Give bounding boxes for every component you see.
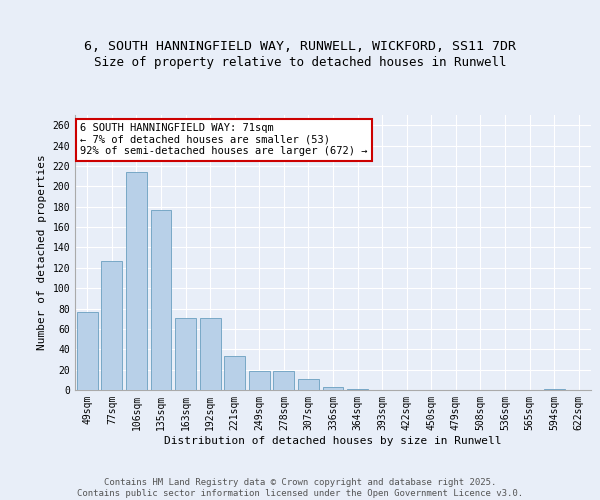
Bar <box>544 389 565 390</box>
Text: 6, SOUTH HANNINGFIELD WAY, RUNWELL, WICKFORD, SS11 7DR: 6, SOUTH HANNINGFIELD WAY, RUNWELL, WICK… <box>84 40 516 52</box>
Text: Contains HM Land Registry data © Crown copyright and database right 2025.
Contai: Contains HM Land Registry data © Crown c… <box>77 478 523 498</box>
Bar <box>323 387 343 390</box>
Text: 6 SOUTH HANNINGFIELD WAY: 71sqm
← 7% of detached houses are smaller (53)
92% of : 6 SOUTH HANNINGFIELD WAY: 71sqm ← 7% of … <box>80 123 368 156</box>
Bar <box>151 210 172 390</box>
Bar <box>347 389 368 390</box>
X-axis label: Distribution of detached houses by size in Runwell: Distribution of detached houses by size … <box>164 436 502 446</box>
Text: Size of property relative to detached houses in Runwell: Size of property relative to detached ho… <box>94 56 506 69</box>
Bar <box>224 356 245 390</box>
Bar <box>175 318 196 390</box>
Bar <box>126 172 147 390</box>
Y-axis label: Number of detached properties: Number of detached properties <box>37 154 47 350</box>
Bar <box>274 370 295 390</box>
Bar <box>77 312 98 390</box>
Bar <box>200 318 221 390</box>
Bar <box>298 379 319 390</box>
Bar <box>101 260 122 390</box>
Bar <box>249 370 270 390</box>
